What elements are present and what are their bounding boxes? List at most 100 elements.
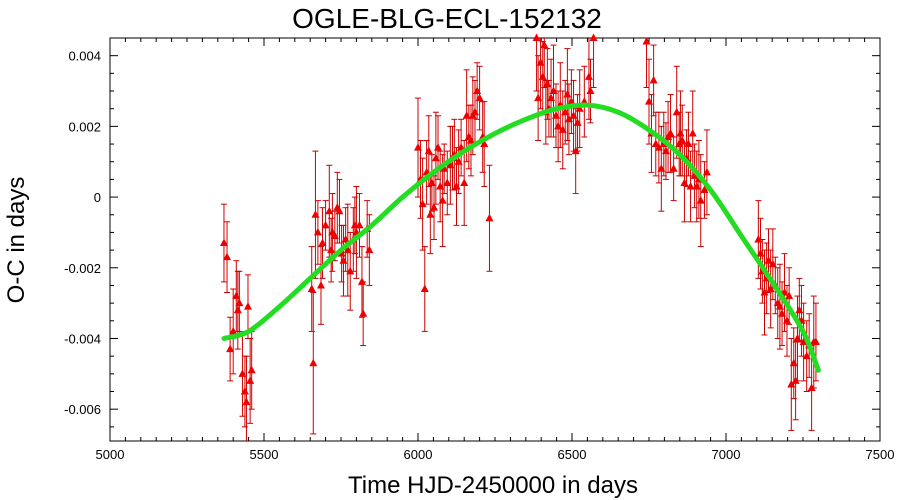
x-axis-title: Time HJD-2450000 in days xyxy=(348,472,638,499)
data-point xyxy=(666,128,675,137)
data-point xyxy=(452,181,461,190)
data-point xyxy=(799,337,808,346)
data-point xyxy=(438,196,447,204)
error-bars xyxy=(220,38,819,441)
data-point xyxy=(219,238,228,247)
data-point xyxy=(575,104,584,112)
y-tick-label: -0.006 xyxy=(64,402,101,417)
data-point xyxy=(470,107,479,116)
data-point xyxy=(754,235,763,243)
data-point xyxy=(318,238,327,247)
data-point xyxy=(430,203,439,211)
data-point xyxy=(791,376,800,384)
data-point xyxy=(795,305,804,314)
data-point xyxy=(462,111,471,119)
data-point xyxy=(807,383,816,391)
data-point xyxy=(321,220,330,229)
data-point xyxy=(782,316,791,324)
x-tick-label: 7500 xyxy=(866,447,895,462)
data-point xyxy=(335,206,344,215)
data-point xyxy=(680,178,689,186)
data-point xyxy=(686,181,695,190)
data-point xyxy=(589,33,598,41)
data-point xyxy=(700,185,709,194)
data-point xyxy=(543,79,552,87)
data-point xyxy=(760,288,769,296)
x-tick-label: 6500 xyxy=(558,447,587,462)
data-point xyxy=(756,249,765,257)
data-point xyxy=(337,249,346,257)
data-point xyxy=(443,178,452,186)
data-point xyxy=(247,365,256,374)
data-point xyxy=(586,86,595,95)
y-axis-title: O-C in days xyxy=(3,177,30,304)
data-point xyxy=(573,118,582,126)
data-point xyxy=(764,256,773,264)
y-tick-label: 0.004 xyxy=(68,49,101,64)
data-point xyxy=(775,302,784,310)
data-point xyxy=(475,93,484,102)
data-point xyxy=(485,213,494,222)
data-point xyxy=(313,227,322,236)
data-point xyxy=(341,235,350,243)
data-point xyxy=(787,379,796,388)
fit-curve xyxy=(221,102,821,373)
data-point xyxy=(676,128,685,137)
y-tick-label: 0.002 xyxy=(68,119,101,134)
data-point xyxy=(426,210,435,218)
data-point xyxy=(480,139,489,148)
data-point xyxy=(226,344,235,353)
data-point xyxy=(793,333,802,342)
x-tick-label: 6000 xyxy=(404,447,433,462)
data-point xyxy=(696,196,705,204)
data-point xyxy=(346,266,355,275)
data-point xyxy=(357,277,366,285)
data-point xyxy=(538,72,547,80)
data-point xyxy=(569,111,578,119)
data-point xyxy=(766,284,775,292)
data-point xyxy=(440,164,449,172)
data-point xyxy=(811,337,820,346)
data-point xyxy=(778,309,787,317)
data-point xyxy=(414,143,422,151)
data-point xyxy=(549,86,558,95)
x-axis: 5000 5500 6000 6500 7000 7500 xyxy=(96,38,895,462)
data-points xyxy=(219,33,820,406)
data-point xyxy=(325,206,334,215)
data-point xyxy=(424,146,433,155)
x-tick-label: 5000 xyxy=(96,447,125,462)
data-point xyxy=(661,146,670,155)
data-point xyxy=(355,220,364,229)
data-point xyxy=(418,199,427,208)
data-point xyxy=(232,291,241,300)
data-point xyxy=(316,280,325,289)
data-point xyxy=(692,181,701,190)
data-point xyxy=(327,245,336,254)
data-point xyxy=(690,171,699,179)
data-point xyxy=(561,107,570,116)
data-point xyxy=(238,369,247,377)
data-point xyxy=(473,86,482,95)
data-point xyxy=(669,164,678,172)
data-point xyxy=(235,298,244,307)
y-axis: -0.006 -0.004 -0.002 0 0.002 0.004 xyxy=(64,37,880,428)
data-point xyxy=(768,259,777,268)
data-point xyxy=(466,136,475,144)
data-point xyxy=(802,351,811,360)
data-point xyxy=(564,114,573,123)
data-point xyxy=(311,210,320,218)
data-point xyxy=(645,97,653,105)
chart-title: OGLE-BLG-ECL-152132 xyxy=(292,3,602,34)
data-point xyxy=(233,305,242,314)
data-point xyxy=(642,37,651,45)
data-point xyxy=(309,358,318,367)
data-point xyxy=(436,181,445,190)
data-point xyxy=(343,245,352,254)
data-point xyxy=(688,128,697,137)
data-point xyxy=(427,178,436,186)
data-point xyxy=(446,160,455,169)
data-point xyxy=(584,72,593,80)
data-point xyxy=(678,136,687,144)
data-point xyxy=(242,397,251,406)
